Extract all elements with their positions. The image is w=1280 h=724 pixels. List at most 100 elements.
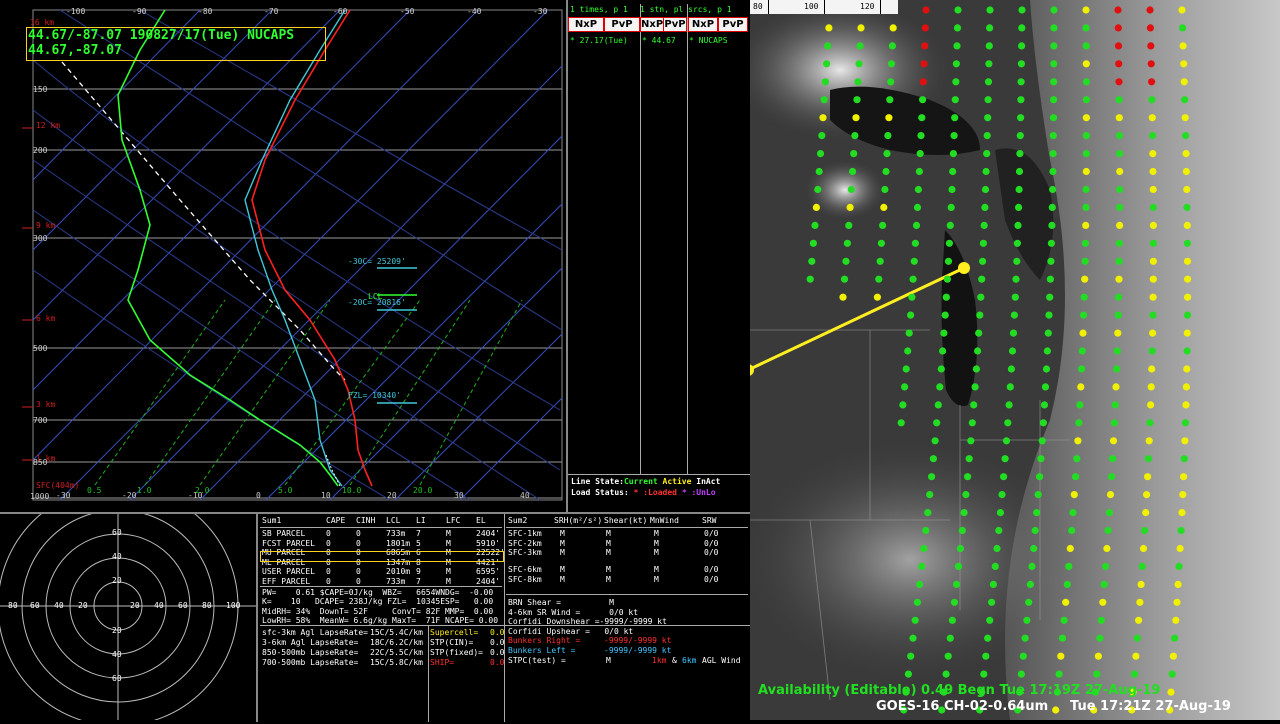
nucaps-sounding-dot[interactable]	[897, 419, 905, 427]
nucaps-sounding-dot[interactable]	[975, 329, 983, 337]
nucaps-sounding-dot[interactable]	[1183, 185, 1191, 194]
nucaps-sounding-dot[interactable]	[1006, 383, 1014, 391]
nucaps-sounding-dot[interactable]	[1074, 437, 1082, 445]
nucaps-sounding-dot[interactable]	[954, 562, 963, 571]
nucaps-sounding-dot[interactable]	[1099, 598, 1107, 606]
nucaps-sounding-dot[interactable]	[943, 275, 951, 283]
nucaps-sounding-dot[interactable]	[1147, 42, 1155, 50]
nucaps-sounding-dot[interactable]	[1149, 239, 1157, 247]
nucaps-sounding-dot[interactable]	[933, 419, 941, 427]
nucaps-sounding-dot[interactable]	[1091, 688, 1099, 696]
nucaps-sounding-dot[interactable]	[908, 293, 916, 301]
nucaps-sounding-dot[interactable]	[919, 78, 927, 86]
nucaps-sounding-dot[interactable]	[1013, 257, 1021, 265]
sounding-point-marker[interactable]	[958, 262, 970, 274]
nucaps-sounding-dot[interactable]	[993, 544, 1001, 553]
nucaps-sounding-dot[interactable]	[899, 401, 907, 409]
nucaps-sounding-dot[interactable]	[1168, 670, 1176, 678]
nucaps-sounding-dot[interactable]	[937, 365, 945, 373]
nucaps-sounding-dot[interactable]	[1116, 150, 1124, 158]
nucaps-sounding-dot[interactable]	[821, 78, 829, 86]
nucaps-sounding-dot[interactable]	[1149, 203, 1157, 211]
nucaps-sounding-dot[interactable]	[1116, 167, 1124, 176]
nucaps-sounding-dot[interactable]	[854, 78, 862, 86]
nucaps-sounding-dot[interactable]	[1149, 275, 1157, 283]
nucaps-sounding-dot[interactable]	[846, 203, 854, 211]
nucaps-sounding-dot[interactable]	[1114, 6, 1122, 14]
nucaps-sounding-dot[interactable]	[1182, 150, 1190, 158]
nucaps-sounding-dot[interactable]	[939, 347, 947, 355]
nucaps-sounding-dot[interactable]	[812, 203, 820, 211]
nucaps-sounding-dot[interactable]	[1016, 688, 1024, 696]
nucaps-sounding-dot[interactable]	[1090, 706, 1098, 714]
nucaps-sounding-dot[interactable]	[839, 293, 847, 301]
nucaps-sounding-dot[interactable]	[1050, 24, 1058, 32]
nucaps-sounding-dot[interactable]	[1149, 150, 1157, 158]
nucaps-sounding-dot[interactable]	[940, 329, 948, 337]
nucaps-sounding-dot[interactable]	[983, 132, 991, 140]
nucaps-sounding-dot[interactable]	[1147, 60, 1155, 68]
nucaps-sounding-dot[interactable]	[952, 580, 961, 589]
nucaps-sounding-dot[interactable]	[1149, 257, 1157, 265]
nucaps-sounding-dot[interactable]	[982, 652, 990, 660]
nucaps-sounding-dot[interactable]	[1180, 60, 1188, 68]
nucaps-sounding-dot[interactable]	[964, 473, 972, 481]
nucaps-sounding-dot[interactable]	[985, 60, 993, 68]
nucaps-sounding-dot[interactable]	[1149, 329, 1157, 337]
nucaps-sounding-dot[interactable]	[1149, 167, 1157, 176]
nucaps-sounding-dot[interactable]	[1060, 616, 1068, 624]
nucaps-sounding-dot[interactable]	[1171, 634, 1179, 642]
nucaps-sounding-dot[interactable]	[952, 78, 960, 86]
nucaps-sounding-dot[interactable]	[1078, 365, 1086, 373]
nucaps-sounding-dot[interactable]	[1000, 473, 1008, 481]
nucaps-sounding-dot[interactable]	[1017, 60, 1025, 68]
nucaps-sounding-dot[interactable]	[1113, 365, 1121, 373]
nucaps-sounding-dot[interactable]	[1181, 419, 1190, 427]
nucaps-sounding-dot[interactable]	[1105, 508, 1113, 517]
nucaps-sounding-dot[interactable]	[857, 24, 865, 32]
nucaps-sounding-dot[interactable]	[1115, 78, 1123, 86]
nucaps-sounding-dot[interactable]	[1082, 167, 1090, 176]
previous-page-button[interactable]: PvP	[604, 17, 640, 32]
nucaps-sounding-dot[interactable]	[984, 114, 992, 122]
nucaps-sounding-dot[interactable]	[942, 670, 950, 678]
nucaps-sounding-dot[interactable]	[824, 42, 832, 50]
nucaps-sounding-dot[interactable]	[1094, 652, 1102, 660]
nucaps-sounding-dot[interactable]	[1058, 634, 1067, 642]
nucaps-sounding-dot[interactable]	[1178, 6, 1186, 14]
nucaps-sounding-dot[interactable]	[1182, 401, 1190, 409]
nucaps-sounding-dot[interactable]	[950, 132, 958, 140]
nucaps-sounding-dot[interactable]	[900, 706, 908, 714]
nucaps-sounding-dot[interactable]	[1082, 60, 1090, 68]
nucaps-sounding-dot[interactable]	[816, 150, 825, 158]
nucaps-sounding-dot[interactable]	[1050, 96, 1058, 104]
nucaps-sounding-dot[interactable]	[1082, 96, 1090, 104]
nucaps-sounding-dot[interactable]	[852, 114, 860, 122]
nucaps-sounding-dot[interactable]	[979, 257, 987, 265]
nucaps-sounding-dot[interactable]	[1147, 401, 1155, 409]
nucaps-sounding-dot[interactable]	[1038, 437, 1046, 445]
nucaps-sounding-dot[interactable]	[953, 42, 961, 50]
nucaps-sounding-dot[interactable]	[986, 6, 994, 14]
nucaps-sounding-dot[interactable]	[910, 257, 918, 265]
nucaps-sounding-dot[interactable]	[946, 634, 954, 642]
nucaps-sounding-dot[interactable]	[1176, 544, 1184, 553]
nucaps-sounding-dot[interactable]	[976, 706, 984, 714]
nucaps-sounding-dot[interactable]	[1049, 114, 1058, 122]
nucaps-sounding-dot[interactable]	[1033, 508, 1041, 517]
nucaps-sounding-dot[interactable]	[1104, 526, 1112, 535]
nucaps-sounding-dot[interactable]	[1183, 203, 1191, 211]
nucaps-sounding-dot[interactable]	[1037, 455, 1045, 463]
nucaps-sounding-dot[interactable]	[1082, 78, 1090, 86]
nucaps-sounding-dot[interactable]	[904, 347, 912, 355]
nucaps-sounding-dot[interactable]	[1028, 562, 1036, 571]
nucaps-sounding-dot[interactable]	[1183, 365, 1191, 373]
nucaps-sounding-dot[interactable]	[1080, 311, 1088, 319]
nucaps-sounding-dot[interactable]	[1062, 598, 1070, 606]
nucaps-sounding-dot[interactable]	[942, 293, 950, 301]
nucaps-sounding-dot[interactable]	[1183, 257, 1192, 265]
nucaps-sounding-dot[interactable]	[1052, 706, 1060, 714]
nucaps-sounding-dot[interactable]	[1183, 347, 1191, 355]
nucaps-sounding-dot[interactable]	[1069, 508, 1077, 517]
nucaps-sounding-dot[interactable]	[1142, 508, 1150, 517]
